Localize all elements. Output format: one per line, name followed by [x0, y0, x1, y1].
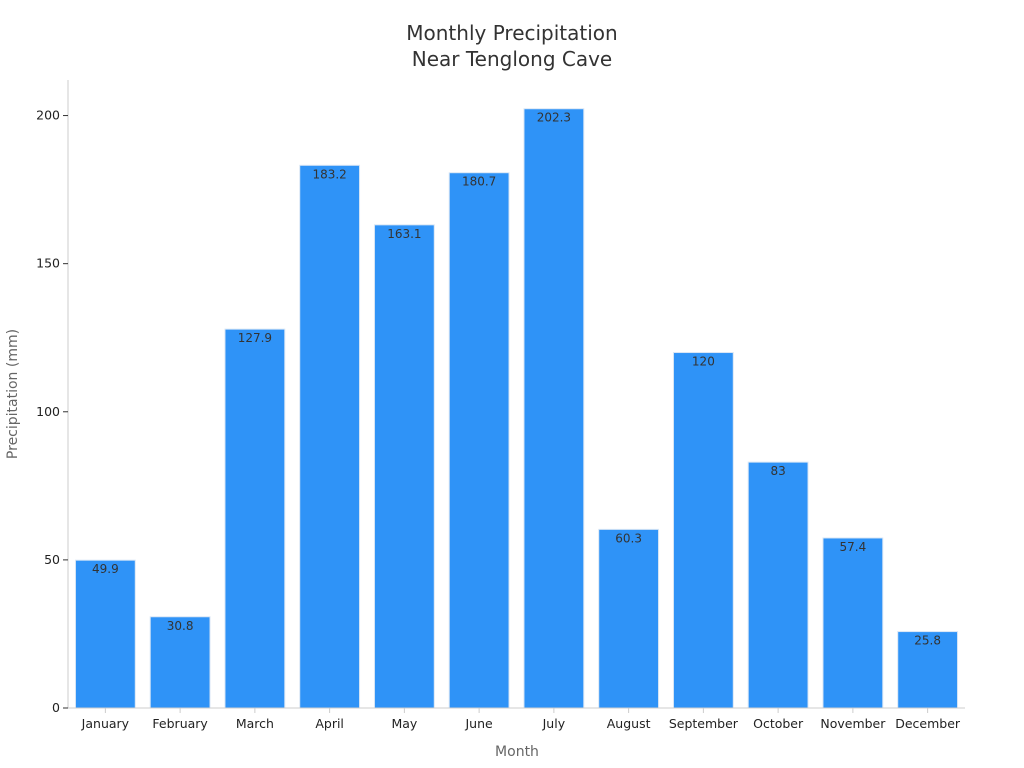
bar-value-label: 49.9 [92, 562, 119, 576]
chart-title-line-1: Monthly Precipitation [406, 21, 617, 45]
bar-october [747, 461, 809, 709]
bar-january [74, 559, 136, 709]
bar-value-label: 83 [770, 464, 785, 478]
bar-value-label: 127.9 [238, 331, 272, 345]
x-tick-label: March [236, 716, 274, 731]
bar-november [822, 537, 884, 709]
y-axis-title: Precipitation (mm) [5, 329, 21, 459]
x-tick-label: June [465, 716, 494, 731]
x-tick-label: February [152, 716, 208, 731]
x-tick-label: May [391, 716, 417, 731]
y-tick-label: 0 [52, 700, 60, 715]
x-axis-title: Month [495, 744, 539, 760]
bars-group [74, 108, 959, 709]
bar-april [299, 164, 361, 709]
x-tick-label: September [669, 716, 739, 731]
bar-value-label: 183.2 [312, 167, 346, 181]
bar-march [224, 328, 286, 709]
bar-value-label: 202.3 [537, 111, 571, 125]
chart-title-line-2: Near Tenglong Cave [412, 47, 612, 71]
bar-may [373, 224, 435, 709]
bar-labels-group: 49.9 30.8 127.9 183.2 163.1 180.7 202.3 60.3 120… [92, 111, 941, 648]
x-ticks-group: January February March April May June July Augu… [81, 708, 961, 731]
x-tick-label: November [820, 716, 886, 731]
bar-june [448, 172, 510, 709]
bar-value-label: 57.4 [840, 540, 867, 554]
bar-value-label: 25.8 [914, 634, 941, 648]
x-tick-label: December [895, 716, 961, 731]
bar-value-label: 163.1 [387, 227, 421, 241]
bar-value-label: 180.7 [462, 175, 496, 189]
bar-august [598, 528, 660, 709]
bar-september [672, 352, 734, 709]
bar-value-label: 60.3 [615, 531, 642, 545]
y-ticks-group: 0 50 100 150 200 [36, 108, 68, 715]
bar-july [523, 108, 585, 709]
bar-february [149, 616, 211, 709]
y-tick-label: 100 [36, 404, 60, 419]
x-tick-label: October [753, 716, 804, 731]
y-tick-label: 200 [36, 108, 60, 123]
x-tick-label: August [607, 716, 651, 731]
bar-value-label: 30.8 [167, 619, 194, 633]
y-tick-label: 150 [36, 256, 60, 271]
y-tick-label: 50 [44, 552, 60, 567]
bar-december [897, 631, 959, 709]
bar-value-label: 120 [692, 355, 715, 369]
x-tick-label: April [315, 716, 344, 731]
x-tick-label: January [81, 716, 130, 731]
x-tick-label: July [542, 716, 566, 731]
